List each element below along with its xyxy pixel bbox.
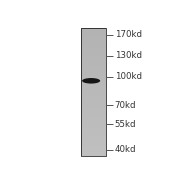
Bar	[81, 117, 106, 121]
Bar	[81, 111, 106, 114]
Bar	[81, 82, 106, 85]
Bar	[81, 95, 106, 98]
Bar	[81, 98, 106, 101]
Bar	[81, 105, 106, 108]
Bar	[81, 108, 106, 111]
Bar	[81, 28, 106, 156]
Bar	[81, 130, 106, 133]
Bar	[81, 101, 106, 105]
Bar	[81, 66, 106, 69]
Bar	[81, 69, 106, 73]
Bar	[81, 137, 106, 140]
Bar	[81, 28, 106, 31]
Bar	[81, 34, 106, 37]
Bar	[81, 63, 106, 66]
Bar	[81, 85, 106, 89]
Text: 40kd: 40kd	[115, 145, 136, 154]
Bar	[81, 149, 106, 153]
Bar	[81, 127, 106, 130]
Bar	[81, 140, 106, 143]
Bar	[81, 124, 106, 127]
Bar	[81, 146, 106, 149]
Bar	[81, 44, 106, 47]
Bar	[81, 31, 106, 34]
Text: 170kd: 170kd	[115, 30, 141, 39]
Bar	[81, 53, 106, 57]
Text: 100kd: 100kd	[115, 72, 141, 81]
Bar	[81, 121, 106, 124]
Ellipse shape	[82, 78, 100, 84]
Bar	[81, 37, 106, 41]
Bar	[81, 114, 106, 117]
Bar	[81, 73, 106, 76]
Bar	[81, 50, 106, 53]
Text: 70kd: 70kd	[115, 101, 136, 110]
Bar	[81, 89, 106, 92]
Bar	[81, 60, 106, 63]
Bar	[81, 143, 106, 146]
Bar	[81, 153, 106, 156]
Bar	[81, 92, 106, 95]
Bar	[81, 57, 106, 60]
Text: 130kd: 130kd	[115, 51, 141, 60]
Bar	[81, 76, 106, 79]
Bar	[81, 47, 106, 50]
Bar	[81, 41, 106, 44]
Bar	[81, 133, 106, 137]
Text: 55kd: 55kd	[115, 120, 136, 129]
Bar	[81, 79, 106, 82]
